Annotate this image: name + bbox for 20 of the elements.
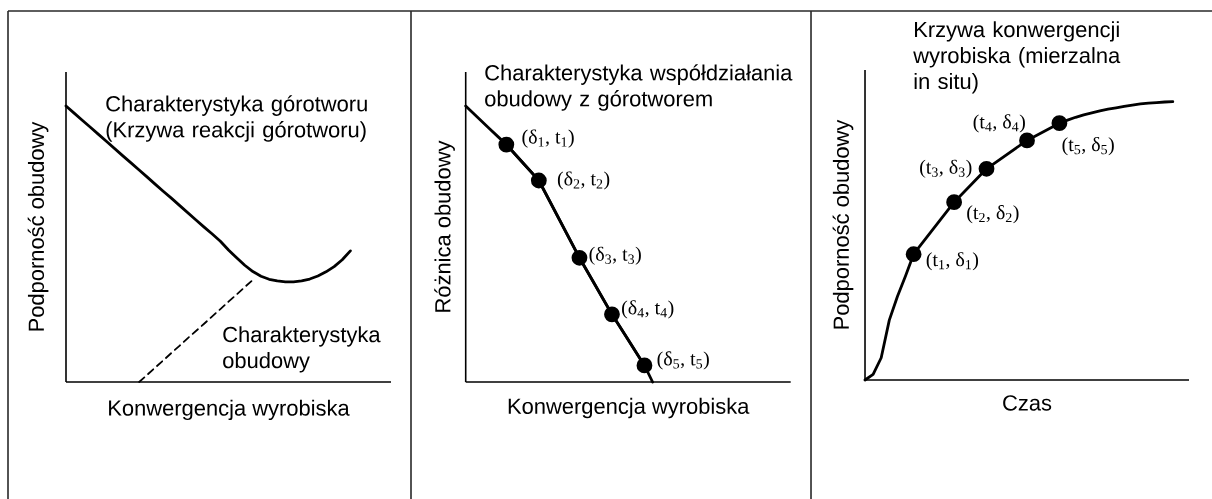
y-axis-title: Podporność obudowy <box>27 121 49 331</box>
annotation: (t$_{4}$, δ$_{4}$) <box>973 114 1025 133</box>
y-axis-title: Podporność obudowy <box>832 119 854 329</box>
x-axis-title: Konwergencja wyrobiska <box>109 399 350 421</box>
series-label: Charakterystyka współdziałania obudowy z górotworem <box>485 64 793 111</box>
annotation: (t$_{3}$, δ$_{3}$) <box>920 159 972 178</box>
annotation: (δ$_{3}$, t$_{3}$) <box>589 246 641 265</box>
y-axis-title: Różnica obudowy <box>434 140 455 312</box>
annotation: (t$_{1}$, δ$_{1}$) <box>926 252 979 271</box>
annotation: (t$_{5}$, δ$_{5}$) <box>1062 137 1114 156</box>
annotation: (δ$_{1}$, t$_{1}$) <box>522 129 574 148</box>
series-label: Charakterystyka obudowy <box>223 326 381 373</box>
annotation: (δ$_{4}$, t$_{4}$) <box>622 300 674 319</box>
series-label: Krzywa konwergencji wyrobiska (mierzalna in situ) <box>913 21 1121 94</box>
annotation: (δ$_{5}$, t$_{5}$) <box>657 351 709 370</box>
annotation: (t$_{2}$, δ$_{2}$) <box>967 205 1019 224</box>
x-axis-title: Konwergencja wyrobiska <box>508 397 750 419</box>
series-label: Charakterystyka górotworu (Krzywa reakcji górotworu) <box>106 95 367 142</box>
annotation: (δ$_{2}$, t$_{2}$) <box>557 171 610 190</box>
x-axis-title: Czas <box>1003 395 1052 411</box>
